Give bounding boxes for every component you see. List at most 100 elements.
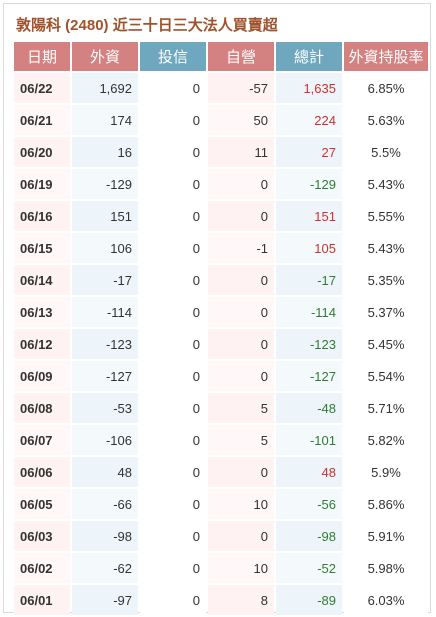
cell-trust: 0: [140, 393, 206, 423]
cell-total: 151: [276, 201, 342, 231]
table-row: 06/16 151 0 0 151 5.55%: [14, 201, 428, 231]
cell-foreign: -62: [72, 553, 138, 583]
cell-total: -129: [276, 169, 342, 199]
cell-dealer: 0: [208, 521, 274, 551]
table-row: 06/03 -98 0 0 -98 5.91%: [14, 521, 428, 551]
cell-foreign: 174: [72, 105, 138, 135]
cell-foreign-holding: 5.82%: [344, 425, 428, 455]
cell-dealer: -57: [208, 73, 274, 103]
cell-foreign-holding: 5.55%: [344, 201, 428, 231]
cell-total: 1,635: [276, 73, 342, 103]
cell-foreign-holding: 5.71%: [344, 393, 428, 423]
cell-dealer: 0: [208, 265, 274, 295]
cell-total: -48: [276, 393, 342, 423]
cell-foreign: 106: [72, 233, 138, 263]
cell-foreign-holding: 5.43%: [344, 169, 428, 199]
institutional-trading-table: 日期 外資 投信 自營 總計 外資持股率 06/22 1,692 0 -57 1,635…: [12, 40, 430, 617]
cell-foreign-holding: 5.35%: [344, 265, 428, 295]
cell-total: 48: [276, 457, 342, 487]
cell-dealer: 0: [208, 329, 274, 359]
cell-trust: 0: [140, 137, 206, 167]
cell-foreign: -114: [72, 297, 138, 327]
cell-dealer: 0: [208, 297, 274, 327]
cell-date: 06/20: [14, 137, 70, 167]
cell-foreign-holding: 5.37%: [344, 297, 428, 327]
cell-trust: 0: [140, 297, 206, 327]
header-foreign-holding: 外資持股率: [344, 42, 428, 71]
cell-dealer: 10: [208, 489, 274, 519]
cell-trust: 0: [140, 489, 206, 519]
cell-date: 06/12: [14, 329, 70, 359]
cell-total: -56: [276, 489, 342, 519]
cell-dealer: 50: [208, 105, 274, 135]
table-row: 06/21 174 0 50 224 5.63%: [14, 105, 428, 135]
cell-total: 27: [276, 137, 342, 167]
cell-date: 06/02: [14, 553, 70, 583]
table-row: 06/09 -127 0 0 -127 5.54%: [14, 361, 428, 391]
cell-total: -123: [276, 329, 342, 359]
cell-foreign-holding: 5.91%: [344, 521, 428, 551]
cell-foreign-holding: 6.03%: [344, 585, 428, 615]
table-row: 06/05 -66 0 10 -56 5.86%: [14, 489, 428, 519]
cell-foreign: -127: [72, 361, 138, 391]
cell-date: 06/06: [14, 457, 70, 487]
cell-foreign-holding: 5.43%: [344, 233, 428, 263]
cell-dealer: 10: [208, 553, 274, 583]
cell-dealer: 0: [208, 169, 274, 199]
cell-total: 105: [276, 233, 342, 263]
cell-total: -17: [276, 265, 342, 295]
cell-date: 06/08: [14, 393, 70, 423]
table-row: 06/22 1,692 0 -57 1,635 6.85%: [14, 73, 428, 103]
cell-trust: 0: [140, 553, 206, 583]
table-row: 06/07 -106 0 5 -101 5.82%: [14, 425, 428, 455]
cell-trust: 0: [140, 265, 206, 295]
cell-dealer: 5: [208, 393, 274, 423]
cell-dealer: 8: [208, 585, 274, 615]
cell-foreign: -129: [72, 169, 138, 199]
cell-date: 06/22: [14, 73, 70, 103]
cell-foreign-holding: 5.54%: [344, 361, 428, 391]
cell-total: -89: [276, 585, 342, 615]
cell-trust: 0: [140, 521, 206, 551]
cell-foreign-holding: 5.45%: [344, 329, 428, 359]
page-title: 敦陽科 (2480) 近三十日三大法人買賣超: [16, 17, 278, 34]
header-foreign: 外資: [72, 42, 138, 71]
table-row: 06/01 -97 0 8 -89 6.03%: [14, 585, 428, 615]
cell-foreign-holding: 6.85%: [344, 73, 428, 103]
cell-trust: 0: [140, 105, 206, 135]
cell-foreign-holding: 5.5%: [344, 137, 428, 167]
table-header-row: 日期 外資 投信 自營 總計 外資持股率: [14, 42, 428, 71]
table-row: 06/06 48 0 0 48 5.9%: [14, 457, 428, 487]
cell-date: 06/21: [14, 105, 70, 135]
cell-dealer: 5: [208, 425, 274, 455]
cell-trust: 0: [140, 233, 206, 263]
table-row: 06/08 -53 0 5 -48 5.71%: [14, 393, 428, 423]
table-row: 06/02 -62 0 10 -52 5.98%: [14, 553, 428, 583]
cell-foreign: -53: [72, 393, 138, 423]
table-row: 06/14 -17 0 0 -17 5.35%: [14, 265, 428, 295]
cell-total: -98: [276, 521, 342, 551]
table-row: 06/15 106 0 -1 105 5.43%: [14, 233, 428, 263]
cell-total: -127: [276, 361, 342, 391]
cell-date: 06/14: [14, 265, 70, 295]
cell-trust: 0: [140, 201, 206, 231]
cell-trust: 0: [140, 361, 206, 391]
cell-dealer: 0: [208, 457, 274, 487]
institutional-trading-panel: 敦陽科 (2480) 近三十日三大法人買賣超 日期 外資 投信 自營 總計 外資…: [3, 3, 431, 615]
cell-dealer: 0: [208, 361, 274, 391]
table-row: 06/13 -114 0 0 -114 5.37%: [14, 297, 428, 327]
cell-foreign: -66: [72, 489, 138, 519]
cell-foreign-holding: 5.63%: [344, 105, 428, 135]
header-total: 總計: [276, 42, 342, 71]
cell-trust: 0: [140, 329, 206, 359]
cell-foreign: -97: [72, 585, 138, 615]
cell-dealer: 0: [208, 201, 274, 231]
header-dealer: 自營: [208, 42, 274, 71]
cell-date: 06/13: [14, 297, 70, 327]
cell-foreign: 48: [72, 457, 138, 487]
cell-date: 06/05: [14, 489, 70, 519]
cell-foreign: 151: [72, 201, 138, 231]
cell-foreign: -17: [72, 265, 138, 295]
cell-dealer: 11: [208, 137, 274, 167]
cell-total: -52: [276, 553, 342, 583]
